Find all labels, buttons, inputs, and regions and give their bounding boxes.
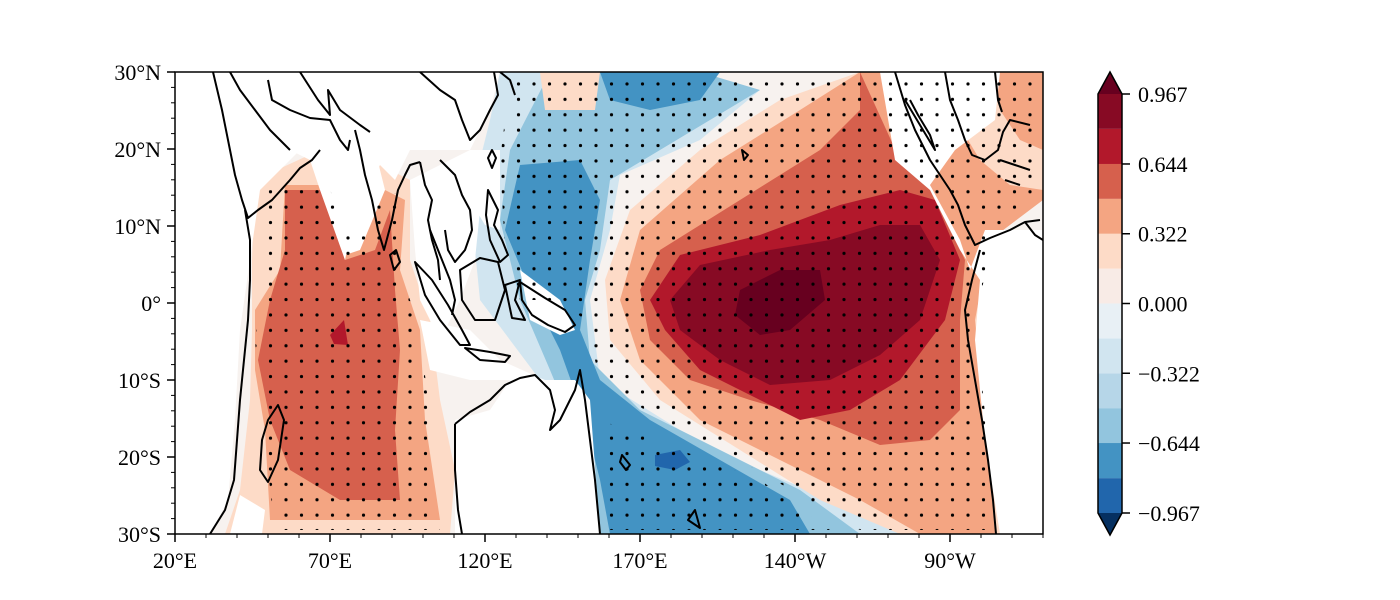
stipple-pacific <box>500 72 1043 530</box>
coast-persian <box>299 72 371 133</box>
colorbar-tick-label: 0.000 <box>1138 292 1188 317</box>
coast-africa-east <box>212 72 321 219</box>
colorbar-segment <box>1098 198 1122 234</box>
coast-srilanka <box>389 249 401 271</box>
coast-china <box>419 72 499 141</box>
coast-japan <box>499 72 516 96</box>
coast-australia <box>454 369 601 534</box>
colorbar-segment <box>1098 303 1122 339</box>
x-tick-label: 140°W <box>764 548 827 573</box>
mask-australia <box>455 380 600 534</box>
y-tick-label: 10°S <box>118 368 161 393</box>
coast-newcaledonia <box>619 454 631 471</box>
mask-bottom-left <box>230 495 265 534</box>
x-axis: 20°E 70°E 120°E 170°E 140°W 90°W <box>153 534 1044 573</box>
coast-africa-south <box>209 209 251 534</box>
colorbar-segment <box>1098 233 1122 269</box>
colorbar-tick-label: 0.967 <box>1138 82 1188 107</box>
coast-sulawesi <box>504 279 526 321</box>
colorbar-segment <box>1098 268 1122 304</box>
y-tick-label: 30°S <box>118 522 161 547</box>
colorbar-extend-max <box>1098 72 1122 94</box>
coast-java <box>464 347 511 363</box>
x-tick-label: 90°W <box>924 548 976 573</box>
colorbar-tick-label: 0.322 <box>1138 222 1188 247</box>
x-tick-label: 120°E <box>457 548 512 573</box>
colorbar-segment <box>1098 443 1122 479</box>
coast-northamerica <box>894 72 1041 246</box>
significance-stipple <box>255 72 1043 530</box>
y-tick-label: 20°N <box>114 137 161 162</box>
coast-florida <box>994 72 1003 113</box>
coast-sa-north <box>1024 221 1043 241</box>
coast-newguinea <box>519 281 576 333</box>
x-tick-label: 20°E <box>153 548 197 573</box>
coast-baja <box>904 99 936 151</box>
y-tick-label: 0° <box>141 291 161 316</box>
coast-australia-west <box>454 424 463 534</box>
coast-madagascar <box>259 404 285 483</box>
mask-americas <box>880 72 1043 534</box>
coast-sumatra <box>414 261 471 346</box>
coast-taiwan <box>487 149 497 169</box>
map-panel <box>175 72 1043 534</box>
coast-southamerica <box>964 249 997 534</box>
colorbar-segment <box>1098 128 1122 164</box>
coast-malay <box>429 229 456 316</box>
coast-borneo <box>459 257 506 321</box>
colorbar-tick-label: −0.644 <box>1138 431 1200 456</box>
colorbar-segment <box>1098 408 1122 444</box>
colorbar-segment <box>1098 338 1122 374</box>
coast-newzealand <box>687 509 701 529</box>
colorbar-segment <box>1098 94 1122 129</box>
coast-burma <box>419 161 441 281</box>
colorbar-segment <box>1098 373 1122 409</box>
colorbar: 0.967 0.644 0.322 0.000 −0.322 −0.644 −0.967 <box>1097 70 1200 537</box>
mask-india-tip <box>340 150 385 255</box>
colorbar-extend-min <box>1098 513 1122 535</box>
colorbar-tick-label: −0.322 <box>1138 361 1200 386</box>
stipple-indian <box>255 190 440 530</box>
coast-mexico-gulf <box>944 72 1031 161</box>
x-tick-label: 170°E <box>612 548 667 573</box>
x-tick-label: 70°E <box>308 548 352 573</box>
land-mask <box>175 72 1043 534</box>
mask-africa <box>175 72 300 534</box>
colorbar-tick-label: −0.967 <box>1138 501 1200 526</box>
stipple-southpacific <box>600 420 830 530</box>
mask-north-pacific-land <box>470 150 500 230</box>
y-axis: 30°N 20°N 10°N 0° 10°S 20°S 30°S <box>114 60 175 547</box>
colorbar-segment <box>1098 478 1122 513</box>
colorbar-tick-label: 0.644 <box>1138 152 1188 177</box>
coast-arabia <box>267 79 351 151</box>
coast-india <box>354 129 421 251</box>
y-tick-label: 30°N <box>114 60 161 85</box>
y-tick-label: 20°S <box>118 445 161 470</box>
coast-hawaii <box>741 149 749 161</box>
coastlines <box>209 72 1043 534</box>
coast-indochina <box>439 159 473 263</box>
coast-caribbean <box>999 159 1031 186</box>
coast-red-sea <box>229 72 291 151</box>
coast-philippines <box>485 189 509 263</box>
colorbar-segment <box>1098 163 1122 199</box>
y-tick-label: 10°N <box>114 214 161 239</box>
